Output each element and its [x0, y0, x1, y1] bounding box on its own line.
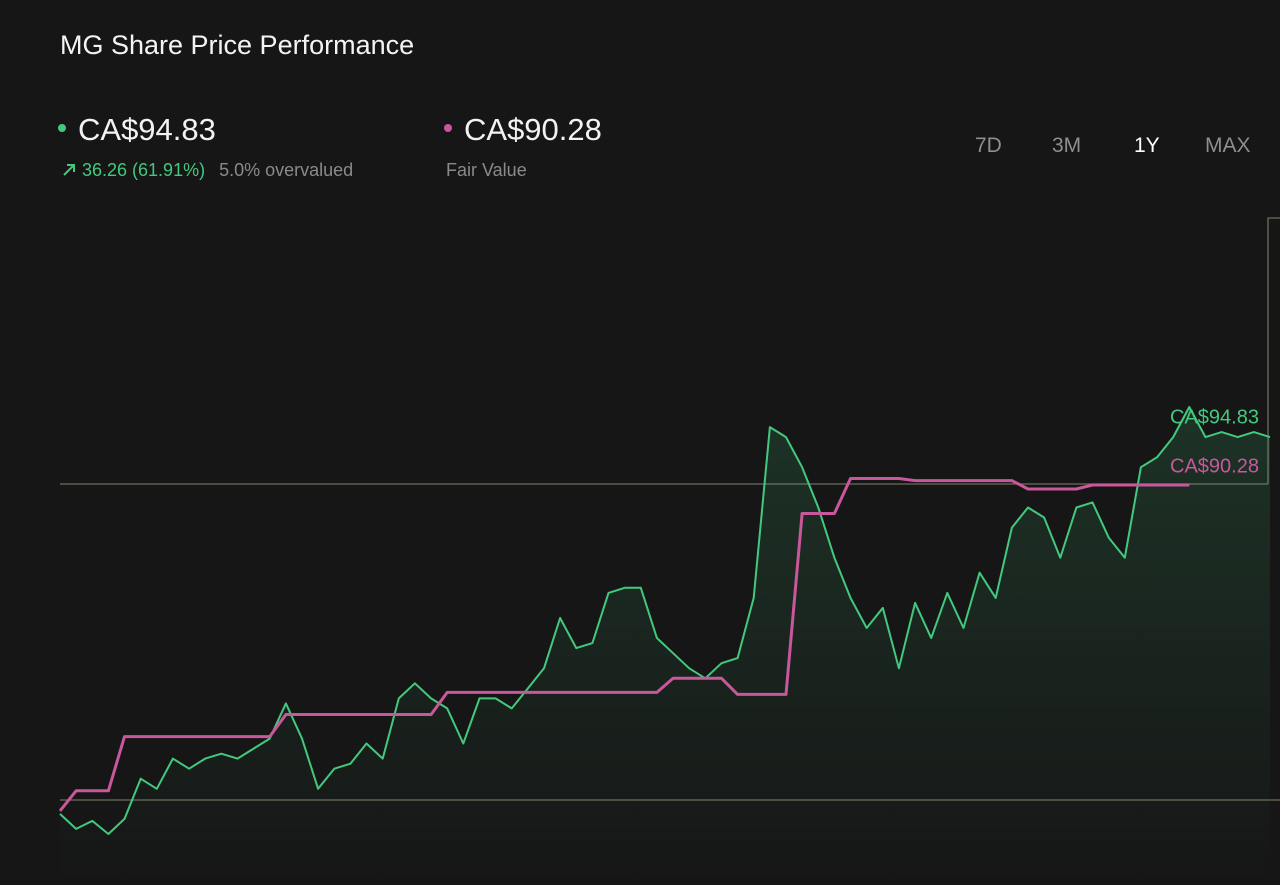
price: CA$94.83 — [58, 112, 216, 148]
fair-value-label: Fair Value — [446, 160, 527, 180]
valuation: 5.0% overvalued — [219, 160, 354, 180]
series-line — [58, 477, 1190, 812]
fair-value: CA$90.28 — [444, 112, 602, 148]
series-line — [59, 406, 1271, 835]
range-button[interactable]: 3M — [1052, 134, 1082, 157]
change: 36.26 (61.91%) — [82, 160, 206, 180]
range-button[interactable]: 7D — [975, 134, 1002, 157]
title: MG Share Price Performance — [60, 30, 415, 60]
end-label: CA$90.28 — [1170, 455, 1259, 477]
end-label: CA$94.83 — [1170, 406, 1259, 428]
up-arrow — [63, 164, 75, 176]
price-value: CA$94.83 — [78, 112, 216, 147]
fair-value-dot — [444, 123, 452, 132]
price-change: 36.26 (61.91%) 5.0% overvalued — [62, 160, 353, 181]
fair-value-value: CA$90.28 — [464, 112, 602, 147]
range-button[interactable]: MAX — [1205, 134, 1251, 157]
range-bracket — [1267, 217, 1280, 484]
range-button[interactable]: 1Y — [1134, 134, 1160, 157]
price-dot — [58, 123, 66, 132]
